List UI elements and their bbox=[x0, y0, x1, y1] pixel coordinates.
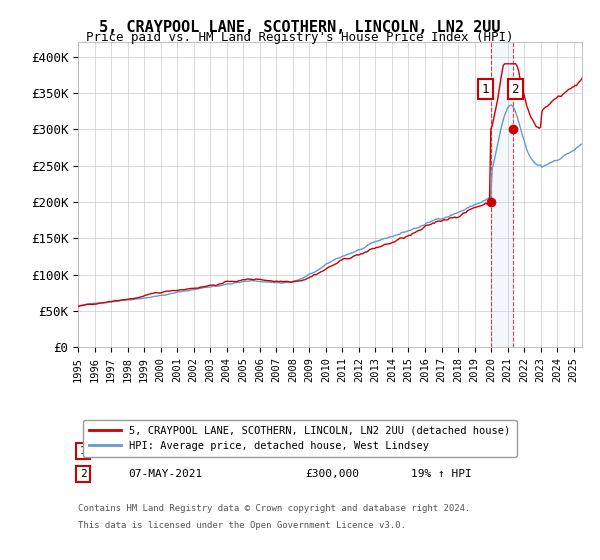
Text: 1: 1 bbox=[80, 446, 86, 456]
Legend: 5, CRAYPOOL LANE, SCOTHERN, LINCOLN, LN2 2UU (detached house), HPI: Average pric: 5, CRAYPOOL LANE, SCOTHERN, LINCOLN, LN2… bbox=[83, 419, 517, 458]
Text: Contains HM Land Registry data © Crown copyright and database right 2024.: Contains HM Land Registry data © Crown c… bbox=[78, 505, 470, 514]
Text: 1: 1 bbox=[482, 83, 490, 96]
Text: 20-DEC-2019: 20-DEC-2019 bbox=[128, 446, 203, 456]
Text: 07-MAY-2021: 07-MAY-2021 bbox=[128, 469, 203, 479]
Text: 5, CRAYPOOL LANE, SCOTHERN, LINCOLN, LN2 2UU: 5, CRAYPOOL LANE, SCOTHERN, LINCOLN, LN2… bbox=[99, 20, 501, 35]
Text: 2: 2 bbox=[511, 83, 519, 96]
Text: 2: 2 bbox=[80, 469, 86, 479]
Text: 11% ↓ HPI: 11% ↓ HPI bbox=[410, 446, 472, 456]
Text: 19% ↑ HPI: 19% ↑ HPI bbox=[410, 469, 472, 479]
Text: This data is licensed under the Open Government Licence v3.0.: This data is licensed under the Open Gov… bbox=[78, 521, 406, 530]
Text: £300,000: £300,000 bbox=[305, 469, 359, 479]
Text: £200,000: £200,000 bbox=[305, 446, 359, 456]
Text: Price paid vs. HM Land Registry's House Price Index (HPI): Price paid vs. HM Land Registry's House … bbox=[86, 31, 514, 44]
Bar bbox=[491, 42, 514, 347]
